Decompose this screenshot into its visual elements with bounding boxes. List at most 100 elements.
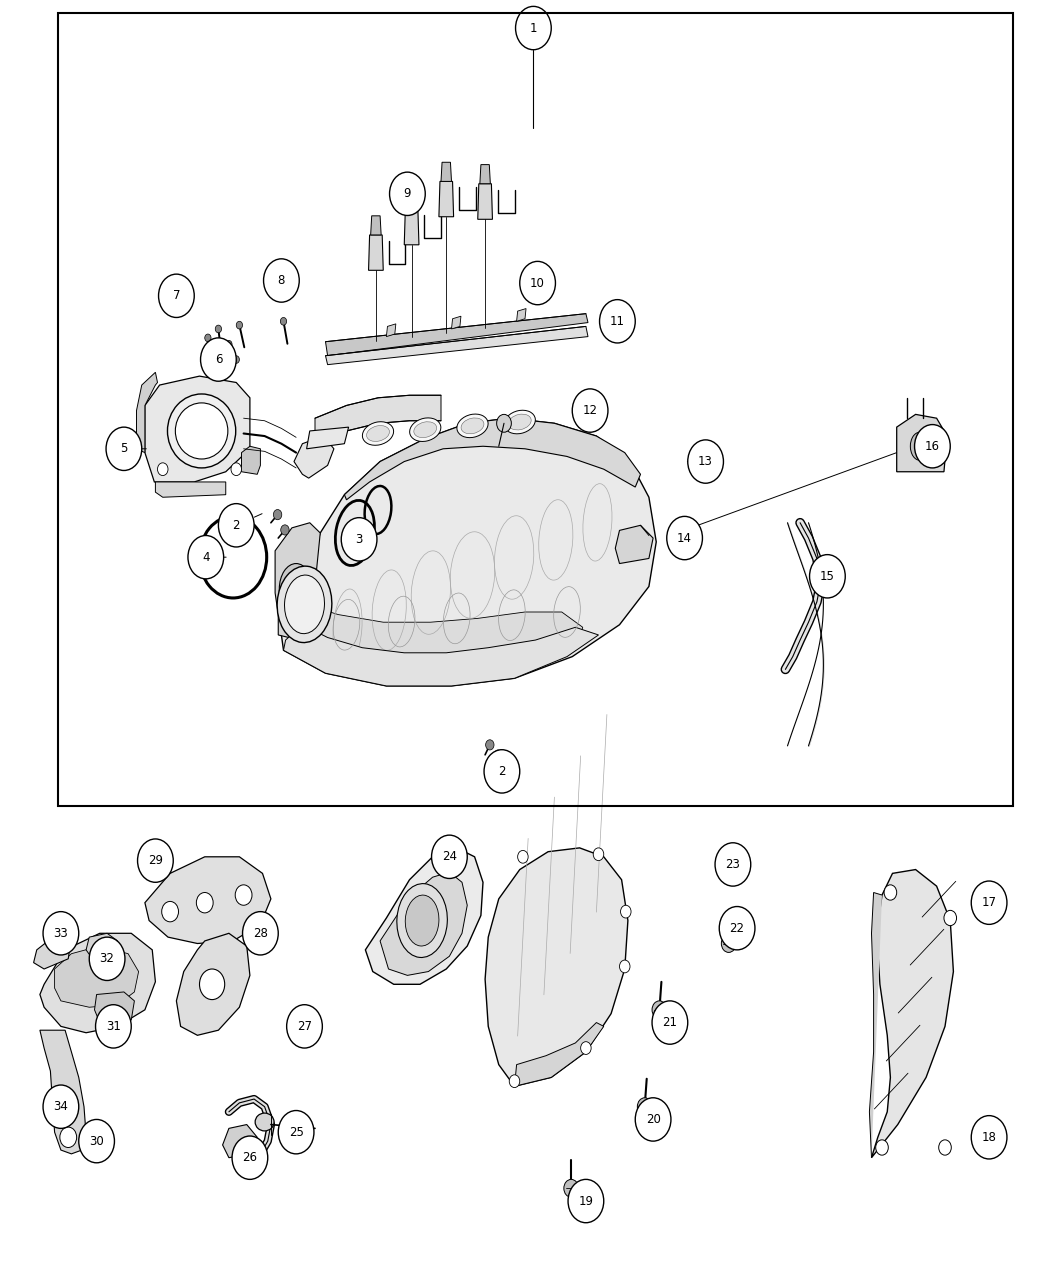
Ellipse shape	[168, 394, 235, 468]
Ellipse shape	[405, 895, 439, 946]
Circle shape	[96, 1005, 131, 1048]
Circle shape	[876, 1140, 888, 1155]
Circle shape	[564, 1179, 579, 1197]
Circle shape	[637, 1098, 652, 1116]
Circle shape	[201, 338, 236, 381]
Circle shape	[593, 848, 604, 861]
Circle shape	[205, 334, 211, 342]
Text: 17: 17	[982, 896, 996, 909]
Circle shape	[518, 850, 528, 863]
Circle shape	[294, 1020, 304, 1033]
Circle shape	[188, 536, 224, 579]
Ellipse shape	[285, 571, 308, 607]
Ellipse shape	[397, 884, 447, 958]
Text: 2: 2	[498, 765, 506, 778]
Text: 27: 27	[297, 1020, 312, 1033]
Text: 14: 14	[677, 532, 692, 544]
Circle shape	[280, 525, 289, 536]
Circle shape	[652, 1001, 688, 1044]
Circle shape	[280, 317, 287, 325]
Ellipse shape	[366, 426, 390, 441]
Circle shape	[264, 259, 299, 302]
Circle shape	[721, 935, 736, 952]
Polygon shape	[307, 427, 349, 449]
Polygon shape	[326, 314, 588, 356]
Polygon shape	[176, 933, 250, 1035]
Text: 30: 30	[89, 1135, 104, 1148]
Text: 1: 1	[529, 22, 538, 34]
Polygon shape	[299, 606, 583, 676]
Ellipse shape	[410, 418, 441, 441]
Circle shape	[158, 463, 168, 476]
Polygon shape	[315, 395, 441, 444]
Circle shape	[278, 1111, 314, 1154]
Circle shape	[600, 300, 635, 343]
Text: 9: 9	[403, 187, 412, 200]
Polygon shape	[145, 857, 271, 944]
Ellipse shape	[414, 422, 437, 437]
Text: 13: 13	[698, 455, 713, 468]
Circle shape	[572, 389, 608, 432]
Circle shape	[810, 555, 845, 598]
Circle shape	[196, 892, 213, 913]
Circle shape	[390, 172, 425, 215]
Text: 20: 20	[646, 1113, 660, 1126]
Circle shape	[200, 969, 225, 1000]
Polygon shape	[40, 1030, 86, 1154]
Polygon shape	[365, 848, 483, 984]
Circle shape	[486, 740, 495, 750]
Text: 25: 25	[289, 1126, 303, 1139]
Text: 11: 11	[610, 315, 625, 328]
Circle shape	[43, 1085, 79, 1128]
Polygon shape	[55, 946, 139, 1007]
Circle shape	[494, 750, 502, 760]
Text: 23: 23	[726, 858, 740, 871]
Text: 5: 5	[120, 442, 128, 455]
Text: 12: 12	[583, 404, 597, 417]
Ellipse shape	[277, 566, 332, 643]
Circle shape	[106, 427, 142, 470]
Polygon shape	[294, 436, 334, 478]
Polygon shape	[281, 418, 656, 686]
Polygon shape	[485, 848, 628, 1086]
Circle shape	[138, 839, 173, 882]
Text: 10: 10	[530, 277, 545, 289]
Text: 28: 28	[253, 927, 268, 940]
Circle shape	[273, 510, 281, 520]
Polygon shape	[242, 446, 260, 474]
Text: 3: 3	[355, 533, 363, 546]
Text: 7: 7	[172, 289, 181, 302]
Text: 33: 33	[54, 927, 68, 940]
Ellipse shape	[457, 414, 488, 437]
Circle shape	[159, 274, 194, 317]
Circle shape	[719, 907, 755, 950]
Text: 29: 29	[148, 854, 163, 867]
Polygon shape	[869, 892, 882, 1158]
Polygon shape	[439, 181, 454, 217]
Polygon shape	[406, 191, 417, 210]
Ellipse shape	[504, 411, 536, 434]
Circle shape	[162, 901, 178, 922]
Polygon shape	[872, 870, 953, 1158]
Circle shape	[223, 366, 229, 374]
Polygon shape	[326, 326, 588, 365]
Circle shape	[218, 504, 254, 547]
Text: 2: 2	[232, 519, 240, 532]
Circle shape	[79, 1119, 114, 1163]
Circle shape	[236, 321, 243, 329]
Text: 21: 21	[663, 1016, 677, 1029]
Circle shape	[915, 425, 950, 468]
Text: 4: 4	[202, 551, 210, 564]
Circle shape	[484, 750, 520, 793]
Circle shape	[287, 1005, 322, 1048]
Polygon shape	[86, 933, 118, 959]
Circle shape	[60, 1127, 77, 1148]
Polygon shape	[897, 414, 947, 472]
Polygon shape	[517, 309, 526, 321]
Circle shape	[212, 356, 218, 363]
Ellipse shape	[362, 422, 394, 445]
Circle shape	[568, 1179, 604, 1223]
Circle shape	[971, 1116, 1007, 1159]
Circle shape	[231, 463, 242, 476]
Polygon shape	[145, 376, 250, 482]
